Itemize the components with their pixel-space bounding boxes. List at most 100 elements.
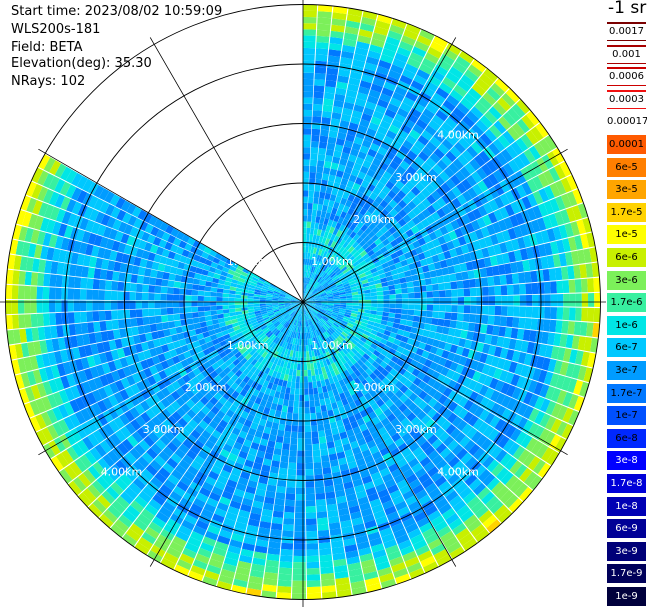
beta-cell [166,342,175,351]
beta-cell [201,251,209,259]
beta-cell [316,511,328,519]
beta-cell [390,239,399,248]
beta-cell [568,307,576,321]
beta-cell [99,440,112,454]
beta-cell [64,465,78,480]
beta-cell [191,259,199,268]
beta-cell [166,301,173,308]
beta-cell [198,420,209,430]
beta-cell [231,494,243,504]
beta-cell [331,286,338,291]
beta-cell [175,362,184,371]
beta-cell [315,355,320,363]
beta-cell [252,323,260,329]
beta-cell [272,306,279,310]
beta-cell [399,384,409,394]
beta-cell [303,289,305,296]
beta-cell [219,362,228,371]
beta-cell [357,496,369,506]
beta-cell [136,381,146,392]
beta-cell [376,213,385,222]
beta-cell [414,140,426,151]
beta-cell [327,303,334,306]
beta-cell [368,411,378,420]
beta-cell [425,225,434,235]
beta-cell [113,359,123,370]
beta-cell [473,447,485,460]
beta-cell [522,259,531,272]
beta-cell [377,412,387,422]
beta-cell [52,421,65,437]
beta-cell [264,572,278,580]
beta-cell [98,310,106,321]
beta-cell [46,409,58,424]
beta-cell [345,409,354,418]
beta-cell [47,394,58,409]
beta-cell [354,244,362,252]
beta-cell [412,206,422,216]
beta-cell [338,507,350,516]
beta-cell [401,223,411,233]
beta-cell [548,167,561,182]
beta-cell [509,460,523,475]
beta-cell [284,303,291,305]
beta-cell [385,150,396,161]
beta-cell [437,318,445,327]
beta-cell [125,422,137,435]
beta-cell [505,88,521,103]
beta-cell [537,462,551,478]
beta-cell [338,289,346,294]
beta-cell [331,465,341,474]
beta-cell [409,129,421,140]
beta-cell [387,484,399,494]
beta-cell [212,546,227,557]
beta-cell [579,381,590,397]
beta-cell [303,314,306,321]
beta-cell [373,368,381,377]
beta-cell [379,93,392,103]
beta-cell [135,392,145,404]
beta-cell [355,130,366,140]
beta-cell [309,286,314,292]
beta-cell [382,473,394,483]
beta-cell [310,286,315,293]
beta-cell [466,496,481,509]
beta-cell [227,269,235,276]
beta-cell [395,298,403,304]
range-ring-label: 3.00km [143,423,185,436]
beta-cell [294,531,306,538]
beta-cell [335,345,342,353]
beta-cell [322,316,328,322]
beta-cell [361,139,372,149]
beta-cell [506,384,516,398]
beta-cell [554,267,563,281]
beta-cell [162,501,176,513]
beta-cell [5,300,12,315]
beta-cell [276,352,282,360]
beta-cell [357,124,368,134]
beta-cell [162,272,170,280]
beta-cell [347,460,358,470]
beta-cell [181,383,191,393]
beta-cell [92,279,100,290]
beta-cell [482,514,497,529]
beta-cell [197,364,207,373]
beta-cell [450,281,458,290]
beta-cell [315,499,326,507]
beta-cell [282,311,288,317]
beta-cell [185,257,193,266]
beta-cell [124,486,138,500]
beta-cell [586,322,594,337]
beta-cell [307,592,322,600]
beta-cell [372,339,380,346]
beta-cell [531,282,539,295]
beta-cell [240,271,248,277]
beta-cell [46,247,55,261]
beta-cell [272,295,279,298]
beta-cell [303,308,305,315]
beta-cell [233,488,245,498]
beta-cell [36,286,44,300]
beta-cell [552,254,561,268]
beta-cell [425,532,440,545]
beta-cell [305,345,309,352]
